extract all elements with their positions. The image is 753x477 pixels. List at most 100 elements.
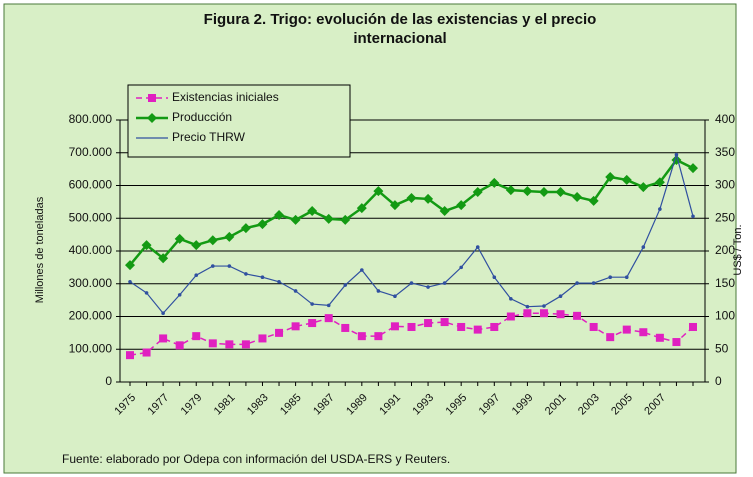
legend-label: Precio THRW: [172, 130, 246, 144]
marker: [572, 191, 583, 202]
chart-panel: [3, 3, 737, 474]
legend-marker: [147, 113, 157, 123]
marker: [174, 233, 185, 244]
marker: [674, 152, 679, 157]
legend-marker: [148, 94, 156, 102]
marker: [489, 177, 500, 188]
marker: [654, 177, 665, 188]
y2-tick-label: 300: [715, 178, 735, 192]
marker: [406, 192, 417, 203]
marker: [608, 275, 613, 280]
y-tick-label: 700.000: [69, 145, 113, 159]
y-tick-label: 600.000: [69, 178, 113, 192]
marker: [575, 281, 579, 285]
marker: [573, 311, 582, 320]
marker: [490, 322, 499, 331]
marker: [274, 209, 285, 220]
marker: [210, 264, 215, 268]
marker: [655, 333, 664, 342]
marker: [376, 289, 381, 293]
marker: [456, 200, 467, 211]
marker: [539, 309, 548, 318]
chart-title: Figura 2. Trigo: evolución de las existe…: [203, 11, 597, 47]
marker: [360, 268, 364, 272]
marker: [523, 309, 532, 318]
marker: [472, 187, 483, 198]
marker: [194, 273, 199, 278]
marker: [275, 328, 284, 337]
marker: [605, 171, 616, 182]
y-tick-label: 800.000: [69, 112, 113, 126]
marker: [442, 281, 447, 285]
marker: [227, 264, 232, 268]
marker: [459, 265, 463, 270]
marker: [390, 322, 399, 331]
marker: [144, 291, 149, 295]
source-note: Fuente: elaborado por Odepa con informac…: [62, 452, 450, 466]
marker: [621, 174, 632, 185]
marker: [393, 294, 397, 298]
marker: [457, 322, 466, 331]
marker: [689, 322, 697, 331]
marker: [641, 245, 646, 249]
marker: [423, 193, 434, 204]
marker: [324, 314, 333, 323]
marker: [374, 332, 383, 341]
marker: [357, 332, 366, 341]
marker: [208, 339, 217, 348]
marker: [622, 325, 631, 334]
marker: [473, 325, 482, 334]
marker: [525, 304, 530, 309]
marker: [409, 281, 414, 285]
marker: [440, 318, 449, 327]
marker: [307, 206, 318, 217]
marker: [308, 319, 317, 328]
y-tick-label: 500.000: [69, 210, 113, 224]
marker: [277, 279, 281, 284]
marker: [356, 203, 367, 214]
marker: [192, 332, 201, 341]
y2-tick-label: 350: [715, 145, 735, 159]
marker: [688, 163, 698, 174]
legend-label: Existencias iniciales: [172, 90, 279, 104]
marker: [260, 275, 265, 280]
marker: [691, 214, 695, 219]
marker: [506, 312, 515, 321]
marker: [128, 279, 132, 284]
marker: [158, 253, 169, 264]
marker: [556, 310, 565, 319]
y2-tick-label: 200: [715, 243, 735, 257]
y2-tick-label: 0: [715, 374, 722, 388]
y-axis-label: Millones de toneladas: [34, 196, 46, 303]
marker: [389, 200, 400, 211]
marker: [638, 182, 649, 193]
marker: [159, 334, 168, 343]
marker: [343, 283, 348, 287]
marker: [326, 303, 331, 308]
marker: [224, 231, 235, 242]
marker: [175, 341, 184, 350]
marker: [244, 272, 248, 276]
marker: [258, 334, 267, 343]
marker: [161, 311, 165, 316]
marker: [240, 223, 251, 234]
marker: [624, 275, 629, 280]
marker: [373, 186, 384, 197]
marker: [177, 293, 182, 297]
marker: [323, 213, 334, 224]
marker: [126, 351, 134, 360]
y2-axis-label: US$ / Ton.: [732, 224, 744, 275]
marker: [538, 187, 549, 198]
marker: [555, 187, 566, 198]
marker: [492, 275, 497, 280]
marker: [475, 245, 480, 249]
legend-box: [127, 84, 351, 158]
marker: [426, 285, 430, 289]
marker: [125, 260, 135, 271]
marker: [290, 214, 301, 225]
y-tick-label: 200.000: [69, 309, 113, 323]
marker: [225, 340, 234, 349]
marker: [439, 206, 450, 217]
